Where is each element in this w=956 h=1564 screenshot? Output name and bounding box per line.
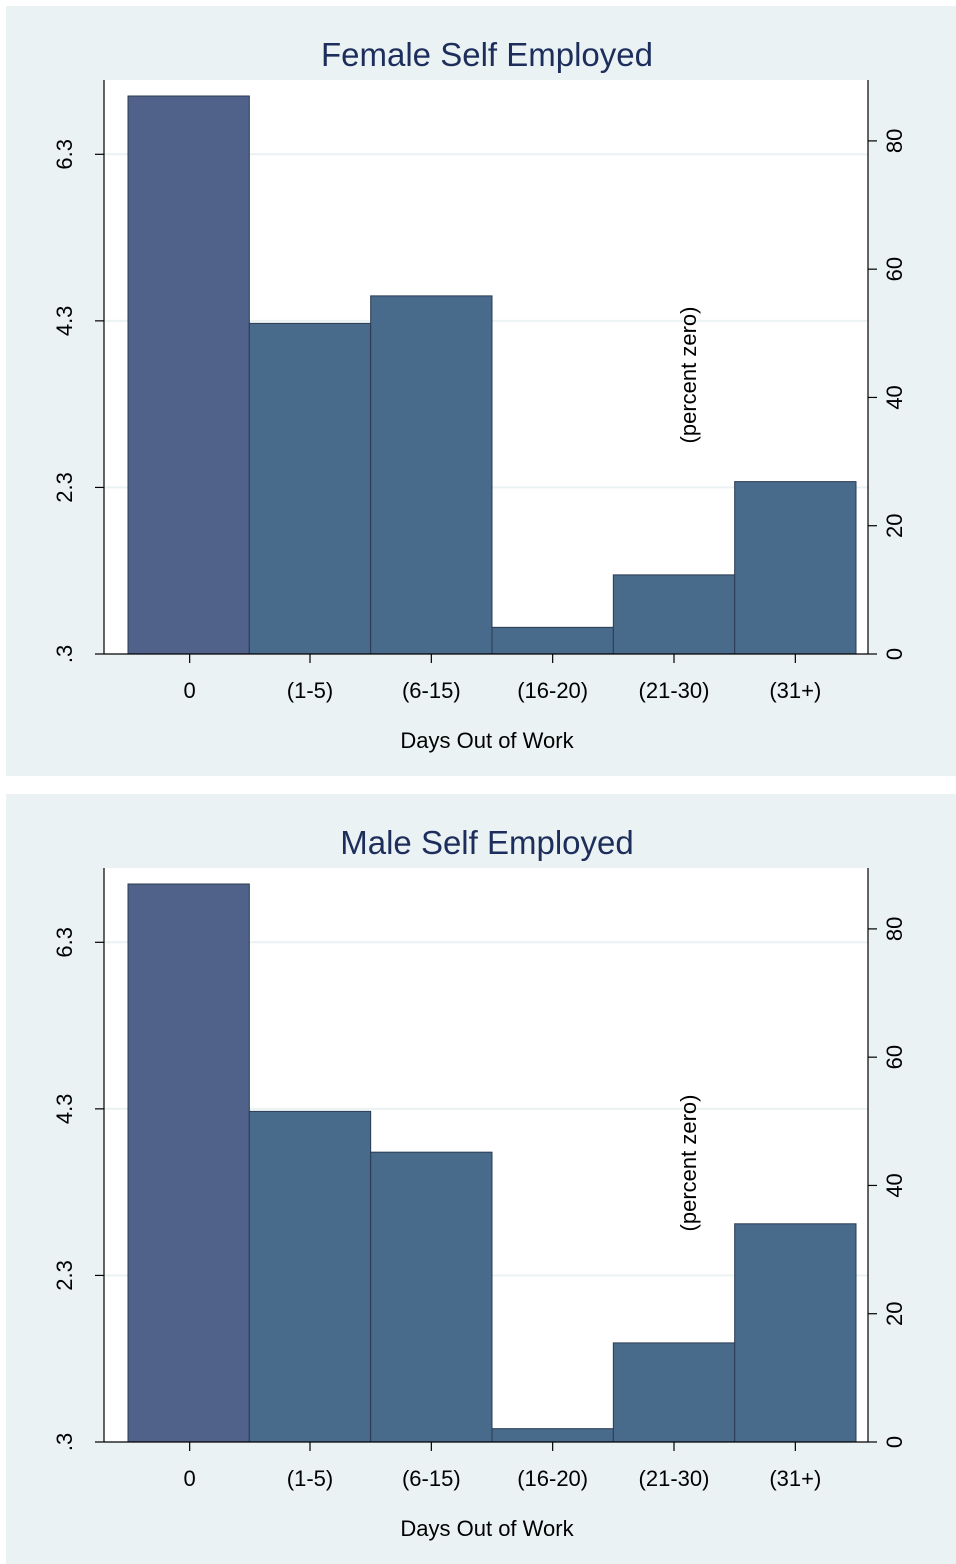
right-tick-label: 80: [882, 917, 907, 941]
right-tick-label: 60: [882, 1045, 907, 1069]
x-tick-label: (21-30): [639, 678, 710, 703]
left-tick-label: 6.3: [52, 927, 77, 958]
left-tick-label: 4.3: [52, 306, 77, 337]
left-tick-label: 4.3: [52, 1094, 77, 1125]
x-tick-label: (21-30): [639, 1466, 710, 1491]
right-tick-label: 0: [882, 1436, 907, 1448]
chart-title: Female Self Employed: [321, 36, 653, 73]
x-tick-label: (1-5): [287, 1466, 333, 1491]
x-tick-label: (6-15): [402, 678, 461, 703]
x-tick-label: 0: [184, 1466, 196, 1491]
chart-panel-male: 6.3 4.3 2.3 .3 0 20 40 60 80 0 (1-5) (6-15) (16-20) (…: [6, 794, 956, 1564]
left-tick-label: 2.3: [52, 1260, 77, 1291]
x-axis-label: Days Out of Work: [400, 728, 574, 753]
bar-3: [491, 626, 614, 655]
x-tick-label: (16-20): [517, 1466, 588, 1491]
left-tick-label: .3: [52, 1433, 77, 1451]
bar-2: [370, 295, 493, 655]
chart-title: Male Self Employed: [340, 824, 633, 861]
right-tick-label: 20: [882, 1301, 907, 1325]
bar-4: [612, 1342, 736, 1443]
chart-svg-male: 6.3 4.3 2.3 .3 0 20 40 60 80 0 (1-5) (6-15) (16-20) (…: [52, 824, 907, 1541]
chart-svg-female: 6.3 4.3 2.3 .3 0 20 40 60 80 0 (1-5) (6-15) (16-20) (…: [52, 36, 907, 753]
bar-5: [734, 481, 857, 655]
bar-1: [248, 322, 372, 655]
left-tick-label: 2.3: [52, 472, 77, 503]
x-tick-label: 0: [184, 678, 196, 703]
x-tick-label: (31+): [769, 1466, 821, 1491]
x-axis-label: Days Out of Work: [400, 1516, 574, 1541]
bar-5: [734, 1223, 857, 1443]
x-tick-label: (16-20): [517, 678, 588, 703]
right-tick-label: 40: [882, 1173, 907, 1197]
bar-4: [612, 574, 736, 655]
chart-panel-female: 6.3 4.3 2.3 .3 0 20 40 60 80 0 (1-5) (6-15) (16-20) (…: [6, 6, 956, 776]
bar-0: [127, 95, 250, 655]
right-tick-label: 0: [882, 648, 907, 660]
right-tick-label: 80: [882, 129, 907, 153]
left-tick-label: 6.3: [52, 139, 77, 170]
x-tick-label: (31+): [769, 678, 821, 703]
bar-0: [127, 883, 250, 1443]
x-tick-label: (6-15): [402, 1466, 461, 1491]
percent-zero-annotation: (percent zero): [676, 307, 701, 444]
bar-1: [248, 1110, 372, 1443]
bar-3: [491, 1428, 614, 1443]
right-tick-label: 40: [882, 385, 907, 409]
right-tick-label: 20: [882, 513, 907, 537]
right-tick-label: 60: [882, 257, 907, 281]
x-tick-label: (1-5): [287, 678, 333, 703]
percent-zero-annotation: (percent zero): [676, 1095, 701, 1232]
left-tick-label: .3: [52, 645, 77, 663]
bar-2: [370, 1151, 493, 1443]
